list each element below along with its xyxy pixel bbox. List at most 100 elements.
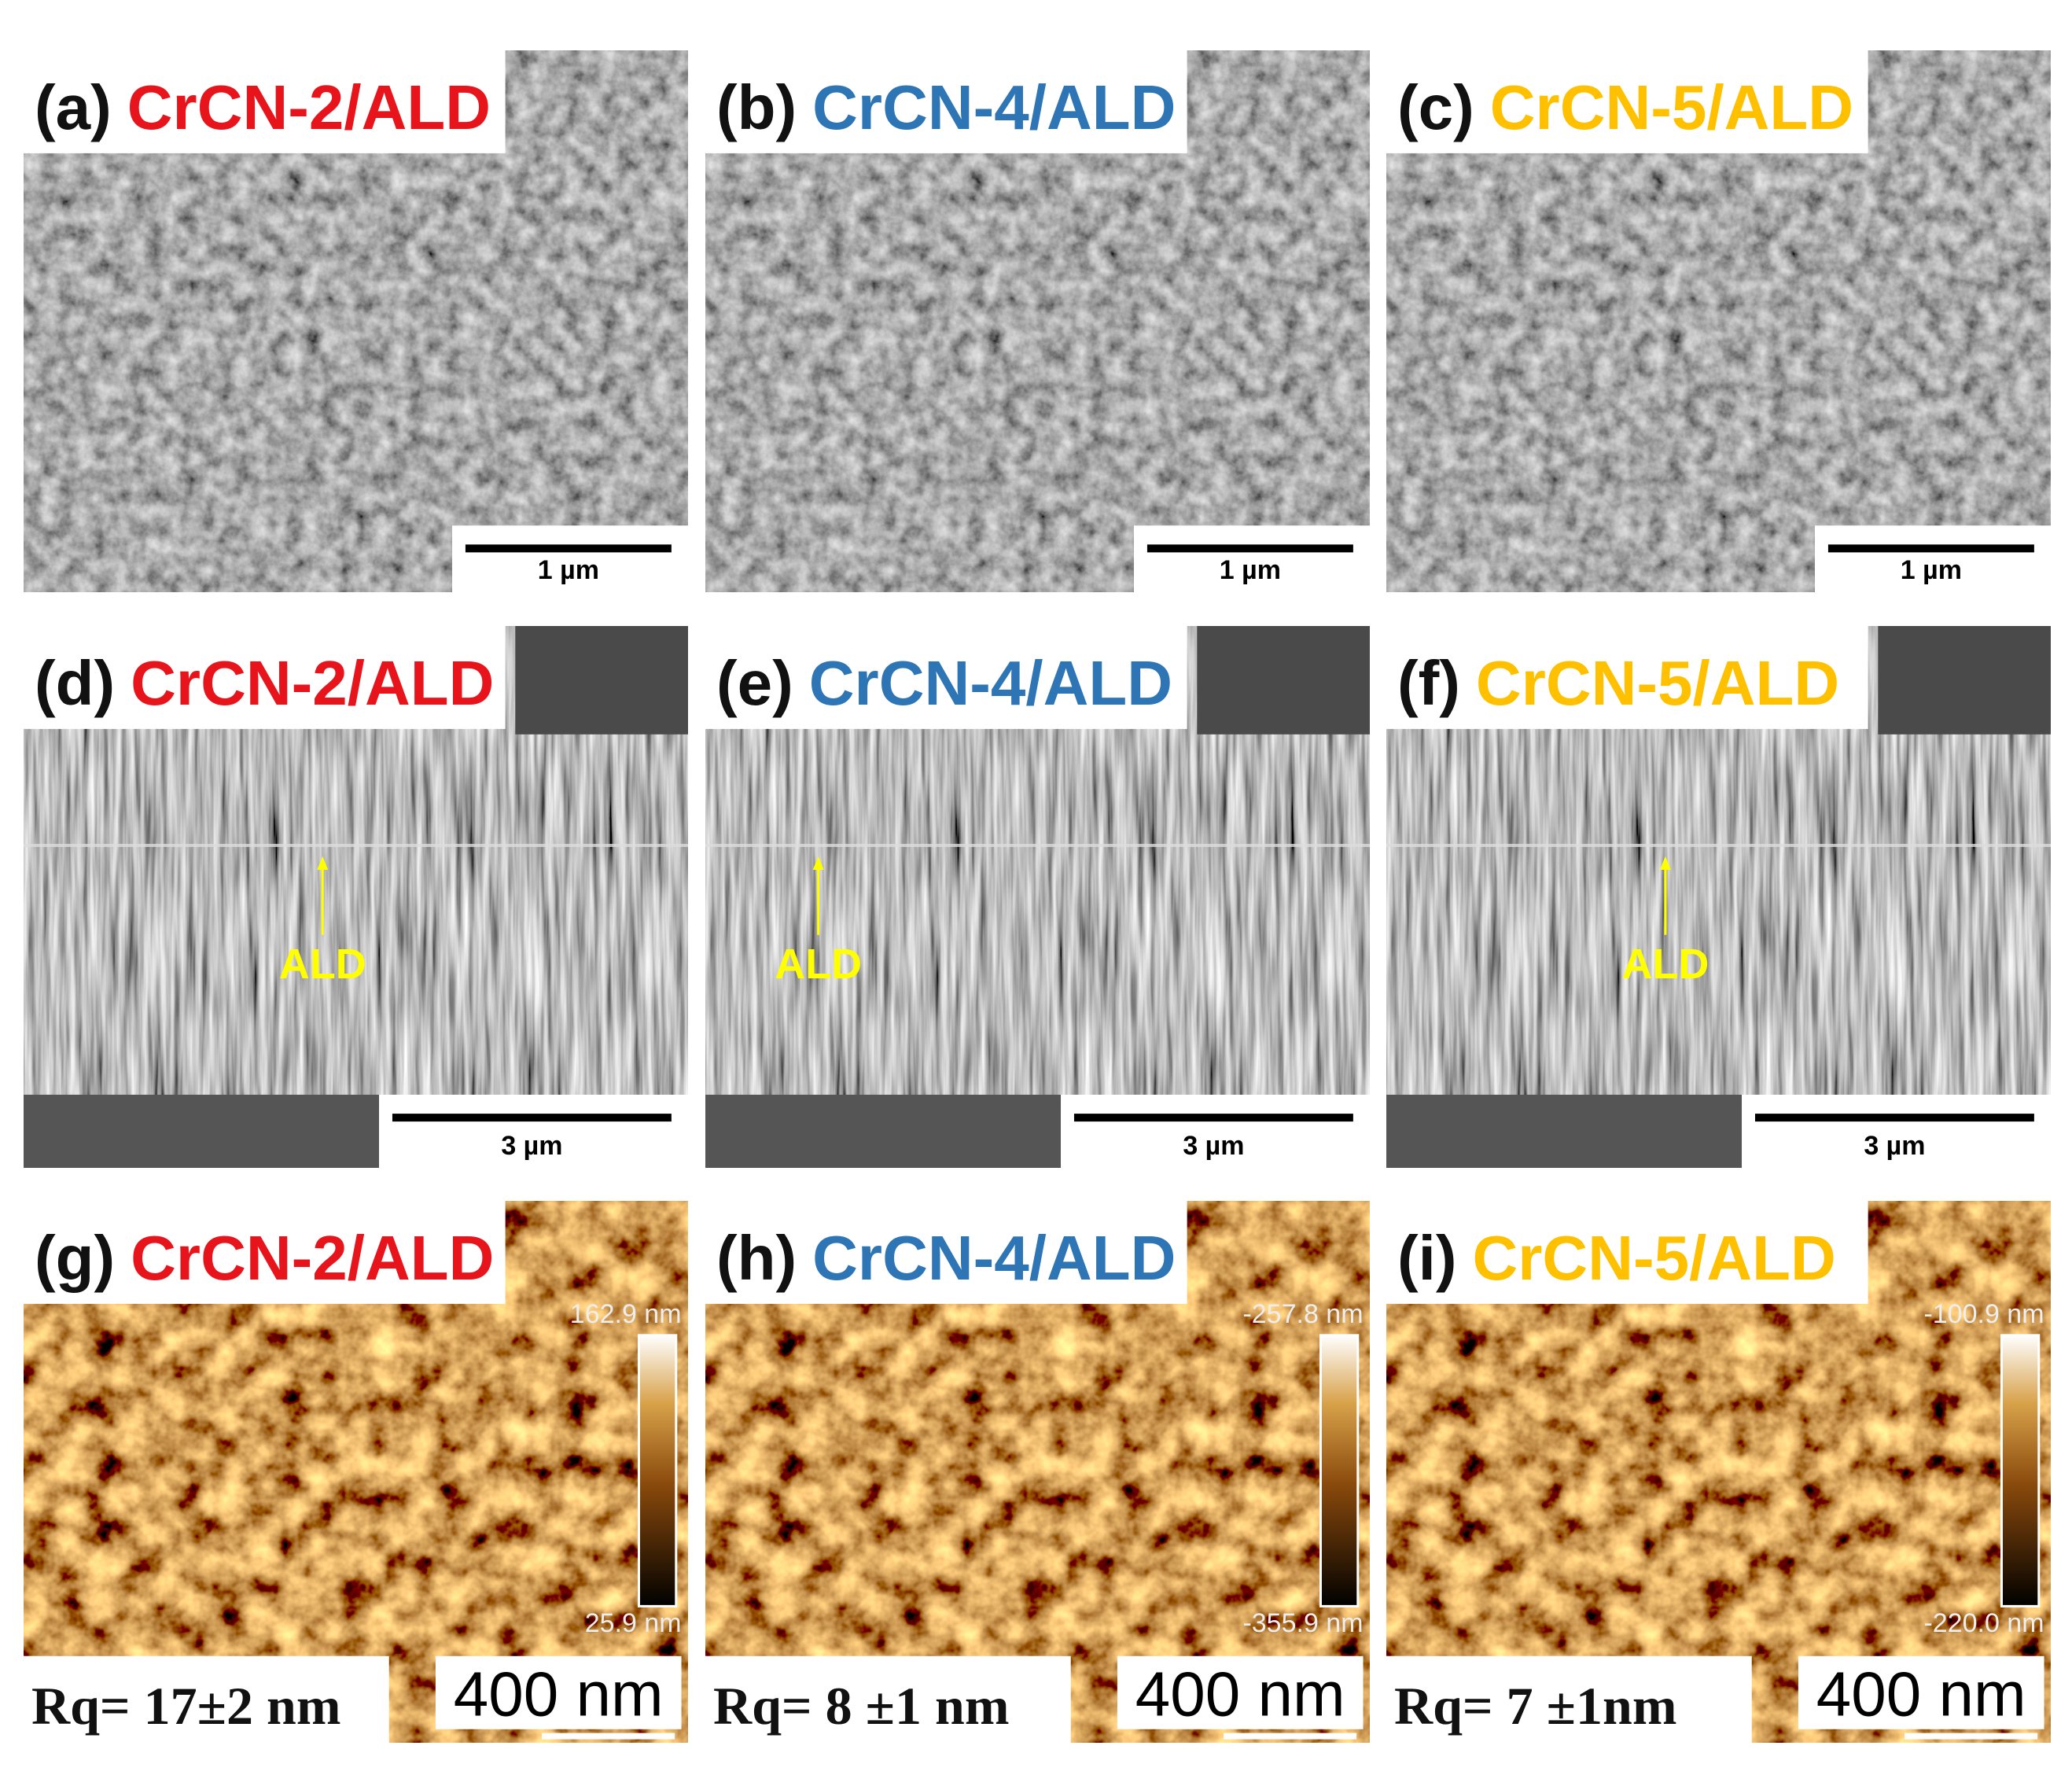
scale-label: 3 µm bbox=[501, 1131, 562, 1161]
panel: ALD (f) CrCN-5/ALD 3 µm bbox=[1386, 626, 2051, 1168]
sample-name: CrCN-4/ALD bbox=[812, 1223, 1176, 1293]
panel-letter: (g) bbox=[35, 1223, 115, 1293]
scale-label: 3 µm bbox=[1864, 1131, 1925, 1161]
label-box bbox=[705, 50, 1187, 153]
panel-letter: (d) bbox=[35, 648, 115, 718]
label-box bbox=[24, 626, 506, 729]
scale-bar bbox=[1073, 1114, 1353, 1122]
label-box bbox=[1386, 626, 1868, 729]
scale-box bbox=[1134, 525, 1370, 592]
substrate bbox=[1386, 1094, 1743, 1168]
label-box bbox=[24, 1201, 506, 1304]
colorbar bbox=[1319, 1334, 1360, 1607]
scale-bar bbox=[542, 1733, 675, 1740]
ald-arrowhead bbox=[1659, 856, 1671, 871]
sample-name: CrCN-4/ALD bbox=[812, 72, 1176, 142]
scale-label: 400 nm bbox=[1135, 1659, 1345, 1729]
panel-letter: (h) bbox=[716, 1223, 797, 1293]
scale-box bbox=[1061, 1094, 1370, 1168]
scale-bar bbox=[1224, 1733, 1357, 1740]
panel-letter: (a) bbox=[35, 72, 112, 142]
panel: (b) CrCN-4/ALD 1 µm bbox=[705, 50, 1370, 592]
panel-letter: (f) bbox=[1397, 648, 1460, 718]
colorbar-min: -355.9 nm bbox=[1242, 1608, 1363, 1638]
panel-letter: (b) bbox=[716, 72, 797, 142]
sample-name: CrCN-2/ALD bbox=[131, 648, 494, 718]
ald-label: ALD bbox=[279, 941, 366, 988]
scale-bar bbox=[1146, 544, 1353, 553]
scale-label: 1 µm bbox=[538, 555, 599, 585]
colorbar bbox=[637, 1334, 678, 1607]
colorbar-min: 25.9 nm bbox=[585, 1608, 682, 1638]
panel-letter: (c) bbox=[1397, 72, 1474, 142]
colorbar-max: -100.9 nm bbox=[1923, 1299, 2044, 1329]
ald-arrowhead bbox=[317, 856, 329, 871]
colorbar-max: -257.8 nm bbox=[1242, 1299, 1363, 1329]
substrate bbox=[705, 1094, 1062, 1168]
roughness: Rq= 8 ±1 nm bbox=[713, 1676, 1009, 1736]
panel: ALD (d) CrCN-2/ALD 3 µm bbox=[24, 626, 688, 1168]
ald-label: ALD bbox=[775, 941, 862, 988]
label-box bbox=[705, 1201, 1187, 1304]
colorbar-max: 162.9 nm bbox=[570, 1299, 682, 1329]
panel: (h) CrCN-4/ALD -257.8 nm -355.9 nm Rq= 8 ±1 … bbox=[705, 1201, 1370, 1743]
dark-corner bbox=[1878, 626, 2051, 735]
scale-box bbox=[379, 1094, 688, 1168]
panel-title: (d) CrCN-2/ALD bbox=[35, 648, 494, 718]
roughness: Rq= 7 ±1nm bbox=[1394, 1676, 1676, 1736]
roughness: Rq= 17±2 nm bbox=[31, 1676, 340, 1736]
panel-title: (i) CrCN-5/ALD bbox=[1397, 1223, 1836, 1293]
label-box bbox=[705, 626, 1187, 729]
panel-letter: (e) bbox=[716, 648, 793, 718]
panel-title: (f) CrCN-5/ALD bbox=[1397, 648, 1839, 718]
scale-box bbox=[1798, 1655, 2044, 1729]
panel-title: (b) CrCN-4/ALD bbox=[716, 72, 1176, 142]
scale-box bbox=[452, 525, 688, 592]
roughness-box bbox=[24, 1655, 389, 1743]
scale-box bbox=[1815, 525, 2051, 592]
ald-arrowhead bbox=[812, 856, 824, 871]
panel-title: (c) CrCN-5/ALD bbox=[1397, 72, 1853, 142]
roughness-box bbox=[705, 1655, 1071, 1743]
sample-name: CrCN-2/ALD bbox=[127, 72, 491, 142]
sample-name: CrCN-4/ALD bbox=[809, 648, 1172, 718]
sample-name: CrCN-5/ALD bbox=[1476, 648, 1839, 718]
label-box bbox=[1386, 1201, 1868, 1304]
label-box bbox=[1386, 50, 1868, 153]
scale-box bbox=[1742, 1094, 2051, 1168]
dark-corner bbox=[1197, 626, 1370, 735]
scale-box bbox=[1117, 1655, 1364, 1729]
colorbar bbox=[2000, 1334, 2041, 1607]
sample-name: CrCN-2/ALD bbox=[131, 1223, 494, 1293]
scale-label: 3 µm bbox=[1183, 1131, 1244, 1161]
panel-title: (e) CrCN-4/ALD bbox=[716, 648, 1172, 718]
sample-name: CrCN-5/ALD bbox=[1490, 72, 1853, 142]
panel: (a) CrCN-2/ALD 1 µm bbox=[24, 50, 688, 592]
scale-bar bbox=[392, 1114, 672, 1122]
panel: ALD (e) CrCN-4/ALD 3 µm bbox=[705, 626, 1370, 1168]
scale-label: 400 nm bbox=[454, 1659, 664, 1729]
panel-title: (h) CrCN-4/ALD bbox=[716, 1223, 1176, 1293]
sample-name: CrCN-5/ALD bbox=[1473, 1223, 1836, 1293]
substrate bbox=[24, 1094, 380, 1168]
label-box bbox=[24, 50, 506, 153]
panel-title: (g) CrCN-2/ALD bbox=[35, 1223, 494, 1293]
ald-label: ALD bbox=[1621, 941, 1709, 988]
roughness-box bbox=[1386, 1655, 1752, 1743]
scale-label: 400 nm bbox=[1816, 1659, 2026, 1729]
panel: (c) CrCN-5/ALD 1 µm bbox=[1386, 50, 2051, 592]
scale-bar bbox=[465, 544, 672, 553]
scale-bar bbox=[1827, 544, 2034, 553]
panel-letter: (i) bbox=[1397, 1223, 1457, 1293]
scale-label: 1 µm bbox=[1901, 555, 1962, 585]
colorbar-min: -220.0 nm bbox=[1923, 1608, 2044, 1638]
dark-corner bbox=[515, 626, 688, 735]
panel: (g) CrCN-2/ALD 162.9 nm 25.9 nm Rq= 17±2 nm 4… bbox=[24, 1201, 688, 1743]
scale-box bbox=[435, 1655, 682, 1729]
scale-bar bbox=[1905, 1733, 2038, 1740]
scale-bar bbox=[1754, 1114, 2034, 1122]
scale-label: 1 µm bbox=[1220, 555, 1281, 585]
panel: (i) CrCN-5/ALD -100.9 nm -220.0 nm Rq= 7 ±1n… bbox=[1386, 1201, 2051, 1743]
